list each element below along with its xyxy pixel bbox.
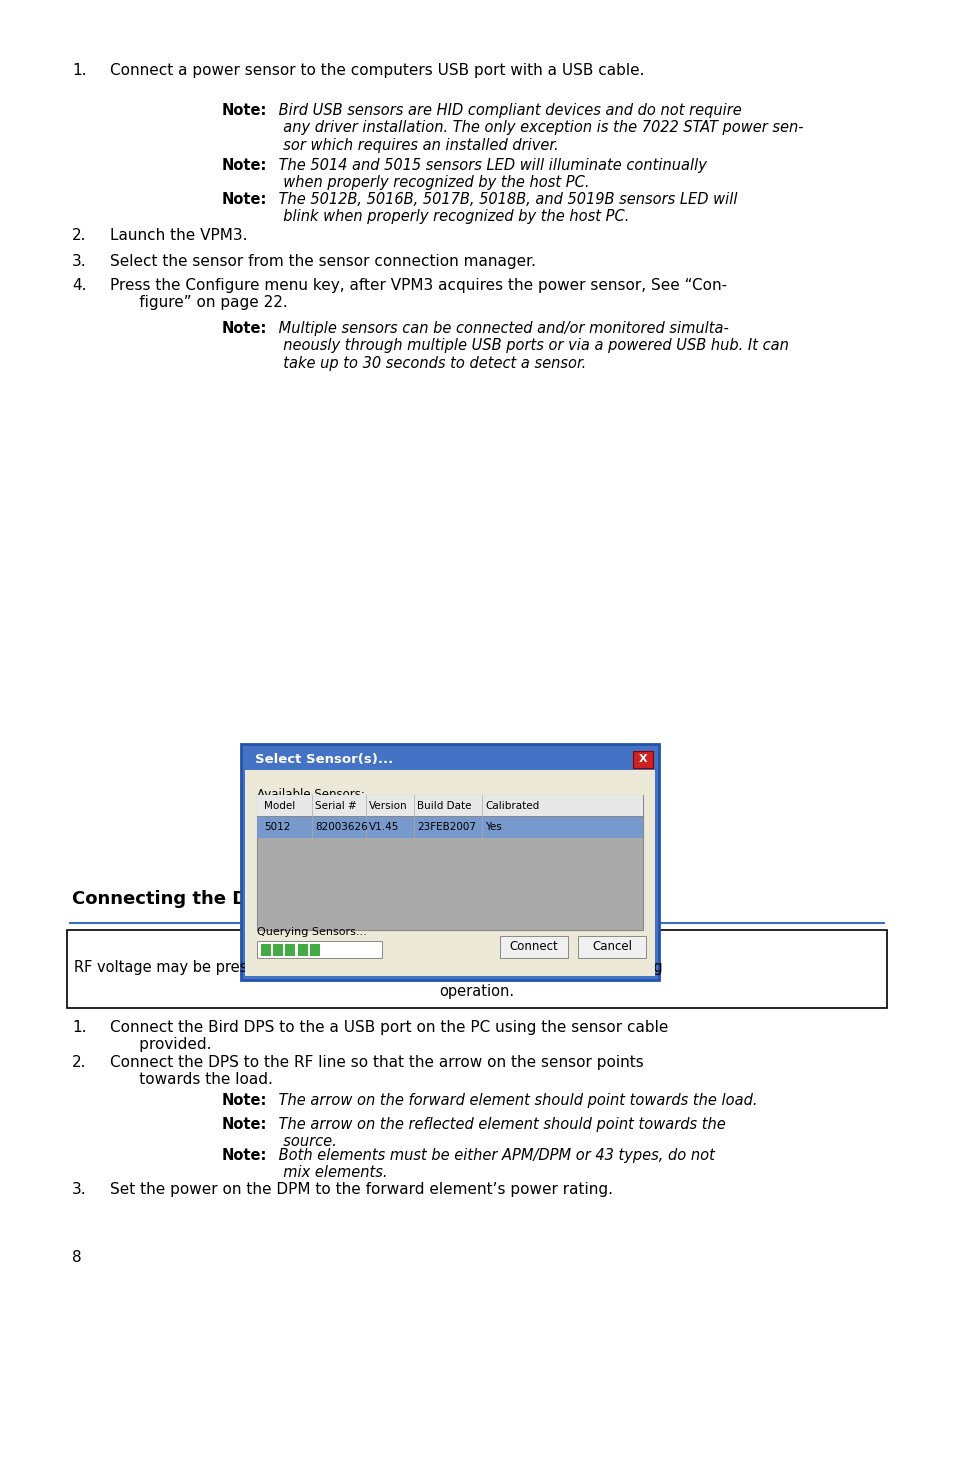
- Bar: [499, 937, 567, 957]
- Bar: [67, 931, 886, 1007]
- Text: Connect the DPS to the RF line so that the arrow on the sensor points
      towa: Connect the DPS to the RF line so that t…: [110, 1055, 643, 1087]
- Text: Set the power on the DPM to the forward element’s power rating.: Set the power on the DPM to the forward …: [110, 1181, 613, 1198]
- Text: Note:: Note:: [222, 192, 267, 206]
- Text: Press the Configure menu key, after VPM3 acquires the power sensor, See “Con-
  : Press the Configure menu key, after VPM3…: [110, 277, 726, 310]
- Bar: [297, 944, 307, 956]
- Bar: [256, 816, 642, 838]
- Text: RF voltage may be present in RF element socket. Keep element in socket during: RF voltage may be present in RF element …: [74, 960, 662, 975]
- Text: Cancel: Cancel: [592, 941, 631, 953]
- Text: Note:: Note:: [222, 322, 267, 336]
- Text: Select the sensor from the sensor connection manager.: Select the sensor from the sensor connec…: [110, 254, 536, 268]
- Bar: [256, 941, 381, 957]
- Text: The 5012B, 5016B, 5017B, 5018B, and 5019B sensors LED will
  blink when properly: The 5012B, 5016B, 5017B, 5018B, and 5019…: [274, 192, 737, 224]
- Bar: [245, 748, 655, 770]
- Text: 5012: 5012: [264, 822, 290, 832]
- Bar: [245, 770, 655, 976]
- Text: Note:: Note:: [222, 1117, 267, 1131]
- Text: Note:: Note:: [222, 1093, 267, 1108]
- Text: Multiple sensors can be connected and/or monitored simulta-
  neously through mu: Multiple sensors can be connected and/or…: [274, 322, 788, 370]
- Text: 3.: 3.: [71, 1181, 87, 1198]
- Text: Bird USB sensors are HID compliant devices and do not require
  any driver insta: Bird USB sensors are HID compliant devic…: [274, 103, 802, 153]
- Text: Serial #: Serial #: [314, 801, 356, 810]
- Text: 4.: 4.: [71, 277, 87, 294]
- Text: Connecting the Directional Power Sensor (DPS): Connecting the Directional Power Sensor …: [71, 889, 552, 909]
- Bar: [256, 795, 642, 816]
- Text: X: X: [638, 754, 647, 764]
- Text: Note:: Note:: [222, 1148, 267, 1162]
- Text: Connect the Bird DPS to the a USB port on the PC using the sensor cable
      pr: Connect the Bird DPS to the a USB port o…: [110, 1021, 668, 1052]
- Bar: [241, 743, 659, 979]
- Text: Select Sensor(s)...: Select Sensor(s)...: [254, 752, 393, 766]
- Text: 1.: 1.: [71, 1021, 87, 1035]
- Text: The arrow on the reflected element should point towards the
  source.: The arrow on the reflected element shoul…: [274, 1117, 725, 1149]
- Text: Version: Version: [369, 801, 407, 810]
- Text: Connect a power sensor to the computers USB port with a USB cable.: Connect a power sensor to the computers …: [110, 63, 644, 78]
- Text: Connect: Connect: [509, 941, 558, 953]
- Text: operation.: operation.: [439, 984, 514, 999]
- Text: 2.: 2.: [71, 1055, 87, 1069]
- Text: WARNING: WARNING: [441, 940, 512, 954]
- Text: V1.45: V1.45: [369, 822, 399, 832]
- Text: 23FEB2007: 23FEB2007: [416, 822, 476, 832]
- Bar: [578, 937, 645, 957]
- Bar: [273, 944, 283, 956]
- Text: Yes: Yes: [484, 822, 501, 832]
- Text: The arrow on the forward element should point towards the load.: The arrow on the forward element should …: [274, 1093, 757, 1108]
- Bar: [261, 944, 271, 956]
- Text: Available Sensors:: Available Sensors:: [256, 788, 364, 801]
- Text: Build Date: Build Date: [416, 801, 471, 810]
- Text: Querying Sensors...: Querying Sensors...: [256, 926, 366, 937]
- Text: Model: Model: [264, 801, 294, 810]
- Text: 2.: 2.: [71, 229, 87, 243]
- Text: 3.: 3.: [71, 254, 87, 268]
- Text: Calibrated: Calibrated: [484, 801, 538, 810]
- Text: The 5014 and 5015 sensors LED will illuminate continually
  when properly recogn: The 5014 and 5015 sensors LED will illum…: [274, 158, 706, 190]
- Bar: [285, 944, 295, 956]
- Text: 82003626: 82003626: [314, 822, 367, 832]
- Text: 1.: 1.: [71, 63, 87, 78]
- Text: Note:: Note:: [222, 158, 267, 173]
- Bar: [256, 795, 642, 931]
- Bar: [310, 944, 319, 956]
- Text: Launch the VPM3.: Launch the VPM3.: [110, 229, 247, 243]
- Text: 8: 8: [71, 1249, 82, 1266]
- Bar: [633, 751, 652, 767]
- Text: Both elements must be either APM/DPM or 43 types, do not
  mix elements.: Both elements must be either APM/DPM or …: [274, 1148, 714, 1180]
- Text: Note:: Note:: [222, 103, 267, 118]
